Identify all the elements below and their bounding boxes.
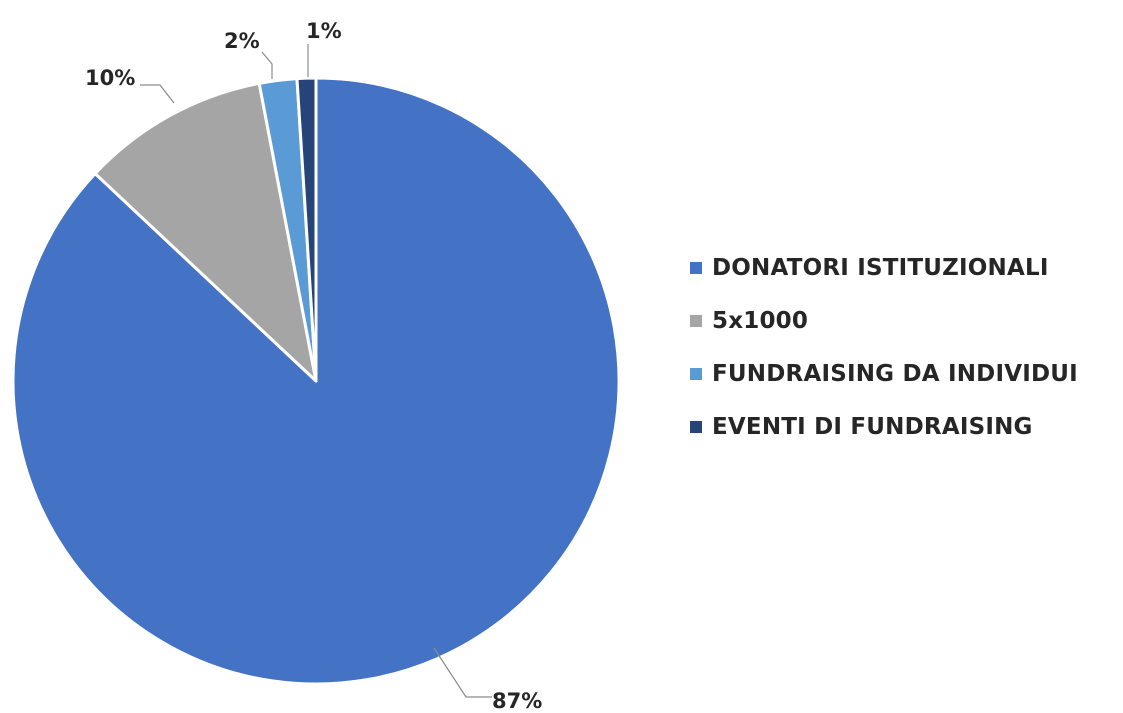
data-labels: 87% 10% 2% 1% (85, 19, 542, 713)
leader-lines (140, 44, 492, 698)
legend-label: DONATORI ISTITUZIONALI (712, 255, 1049, 281)
leader-line-fundraising-da-individui (261, 51, 273, 79)
pie-slice-eventi-di-fundraising (295, 76, 318, 383)
leader-line-donatori-istituzionali (433, 647, 492, 698)
data-label-eventi-di-fundraising: 1% (306, 19, 342, 43)
legend-swatch (690, 262, 702, 274)
legend-swatch (690, 368, 702, 380)
legend-swatch (690, 421, 702, 433)
data-label-5x1000: 10% (85, 66, 135, 90)
legend-item-5x1000: 5x1000 (690, 301, 1115, 341)
legend-label: FUNDRAISING DA INDIVIDUI (712, 361, 1078, 387)
legend-item-fundraising-da-individui: FUNDRAISING DA INDIVIDUI (690, 354, 1115, 394)
legend-label: EVENTI DI FUNDRAISING (712, 414, 1033, 440)
data-label-donatori-istituzionali: 87% (492, 689, 542, 713)
legend-label: 5x1000 (712, 308, 809, 334)
pie-slice-5x1000 (93, 81, 318, 383)
legend-item-donatori-istituzionali: DONATORI ISTITUZIONALI (690, 248, 1115, 288)
chart-legend: DONATORI ISTITUZIONALI 5x1000 FUNDRAISIN… (690, 248, 1115, 460)
legend-swatch (690, 315, 702, 327)
pie-slices (11, 76, 621, 686)
leader-line-5x1000 (140, 84, 175, 104)
data-label-fundraising-da-individui: 2% (224, 29, 260, 53)
legend-item-eventi-di-fundraising: EVENTI DI FUNDRAISING (690, 407, 1115, 447)
